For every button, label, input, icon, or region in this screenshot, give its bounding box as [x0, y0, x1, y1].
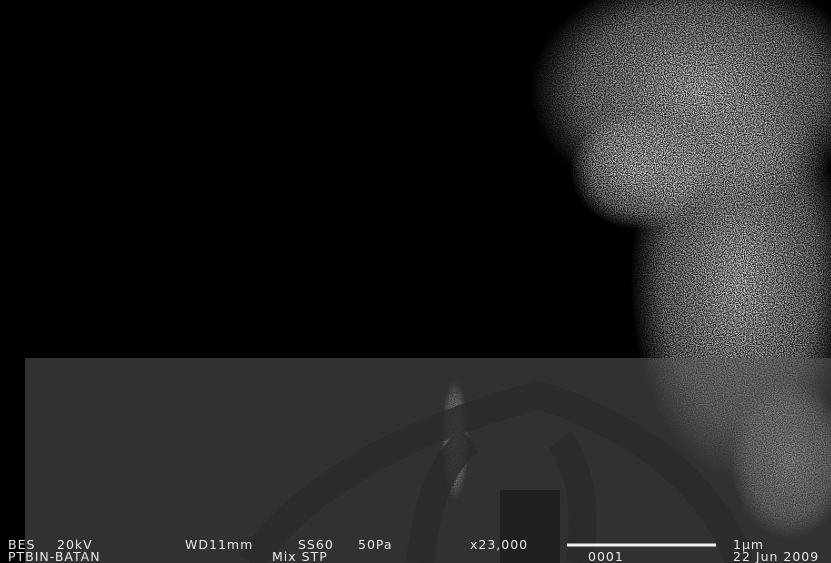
info-label: WD11mm: [185, 537, 253, 552]
watermark-pillar: [500, 490, 560, 563]
info-label: PTBIN-BATAN: [8, 549, 101, 563]
sem-image: BES20kVWD11mmSS6050Pax23,0001µm PTBIN-BA…: [0, 0, 831, 563]
info-label: 22 Jun 2009: [733, 549, 819, 563]
info-label: x23,000: [470, 537, 528, 552]
info-label: 0001: [588, 549, 624, 563]
info-label: 50Pa: [358, 537, 393, 552]
info-label: Mix STP: [272, 549, 328, 563]
